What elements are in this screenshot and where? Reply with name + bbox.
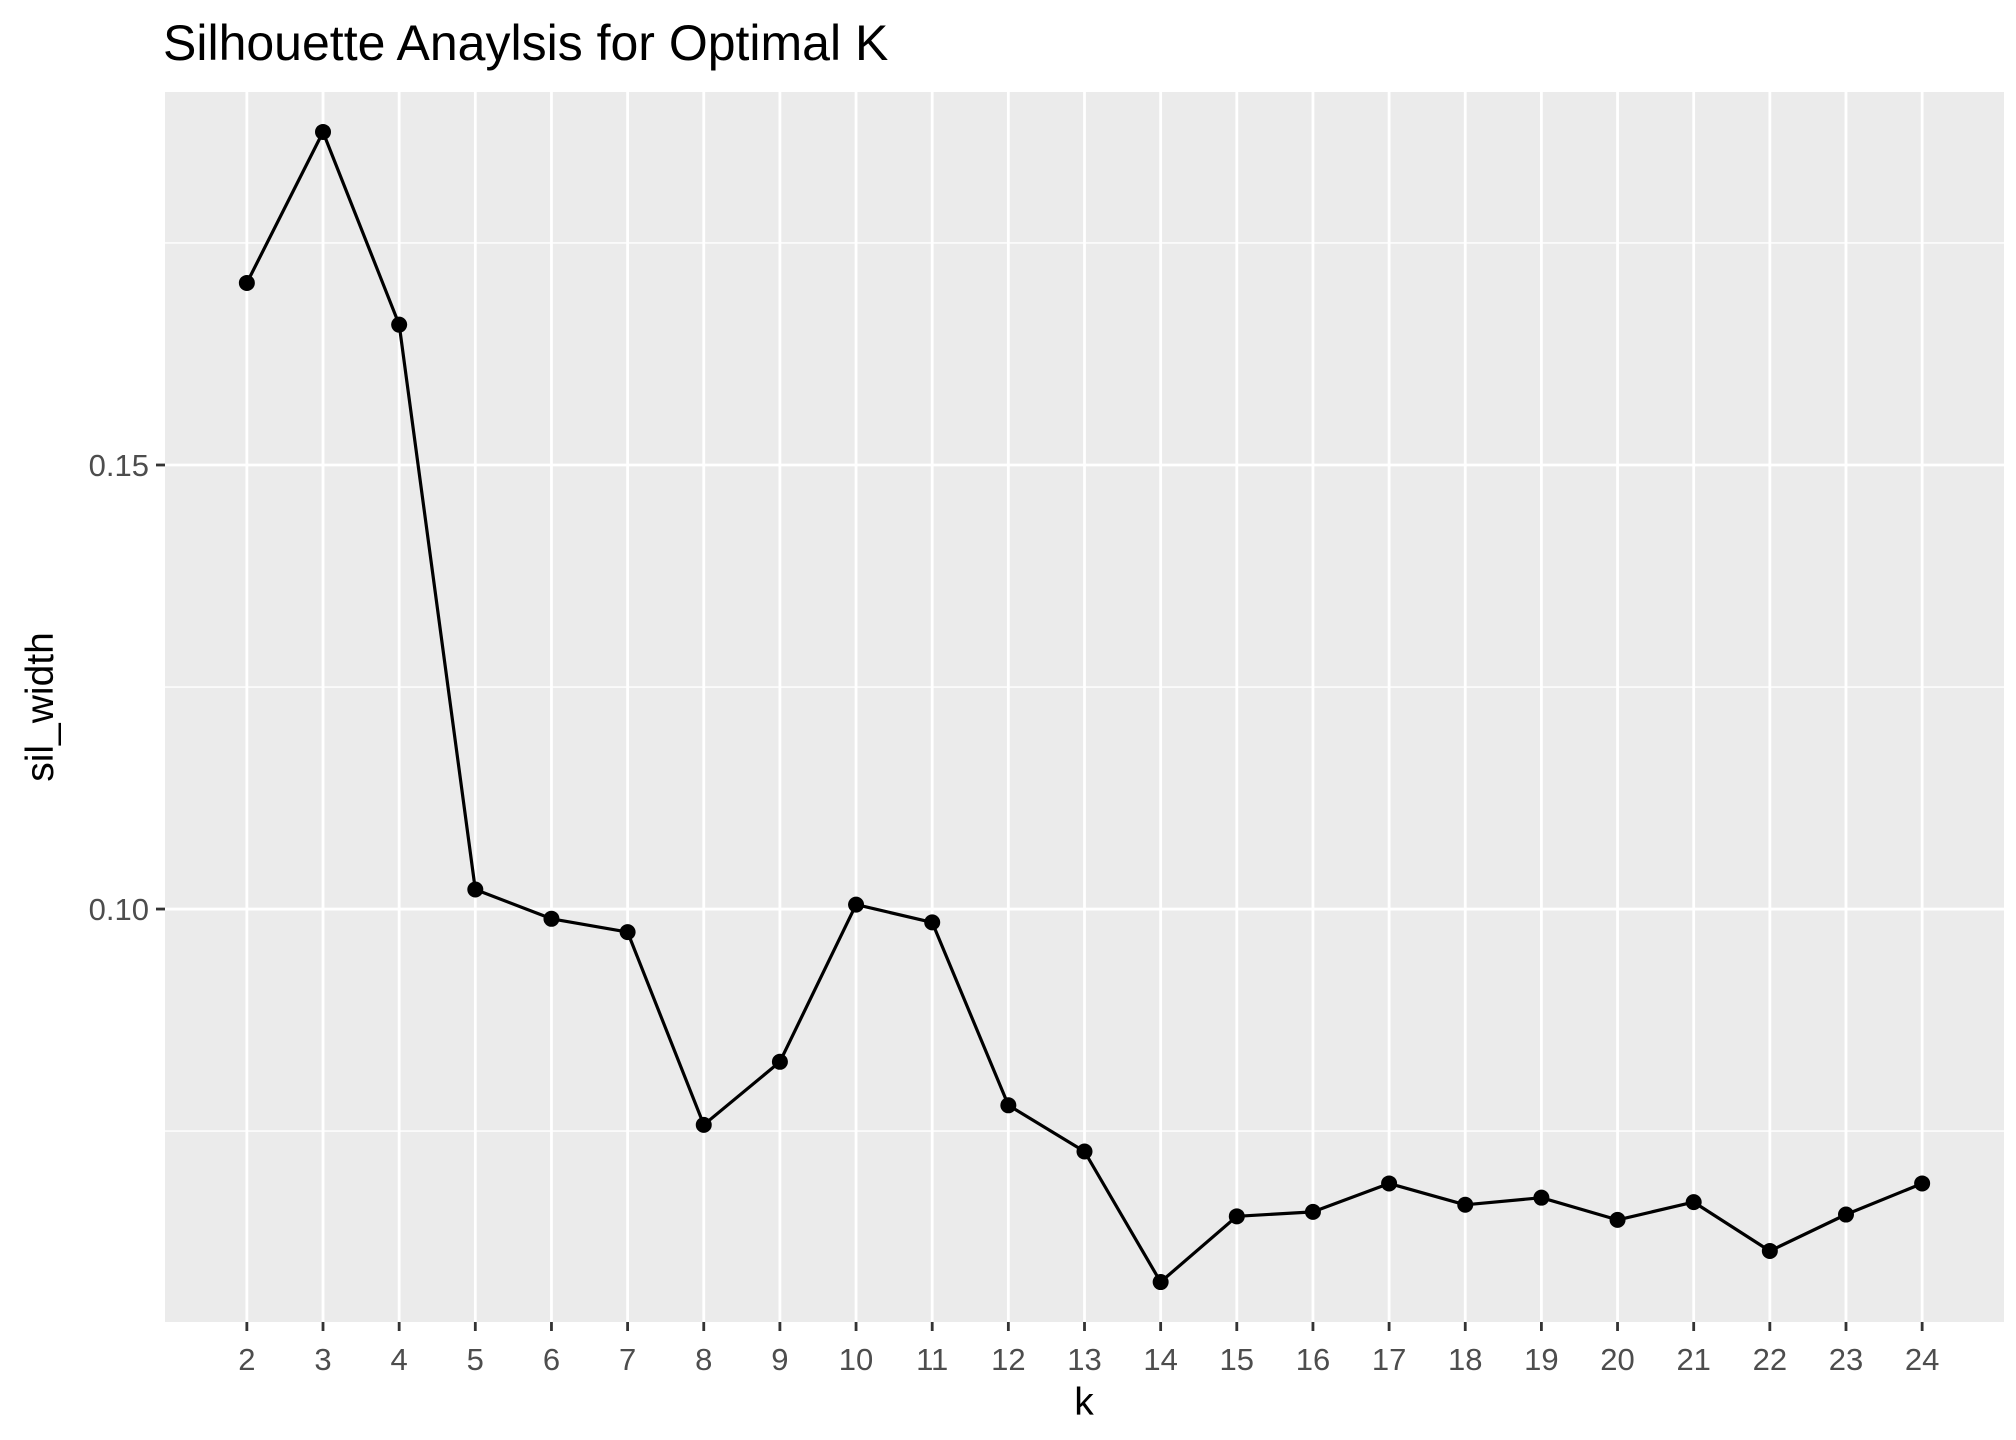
data-point xyxy=(1152,1274,1169,1291)
chart-title: Silhouette Anaylsis for Optimal K xyxy=(163,15,889,71)
data-point xyxy=(1761,1242,1778,1259)
x-tick-label: 24 xyxy=(1905,1342,1939,1377)
x-tick-label: 14 xyxy=(1143,1342,1177,1377)
data-point xyxy=(771,1053,788,1070)
data-point xyxy=(238,274,255,291)
data-point xyxy=(1228,1208,1245,1225)
major-vertical-gridlines xyxy=(245,92,1924,1322)
x-tick-label: 8 xyxy=(695,1342,712,1377)
y-tick-label: 0.15 xyxy=(89,448,149,483)
data-point xyxy=(1914,1175,1931,1192)
data-point xyxy=(1837,1206,1854,1223)
x-tick-label: 18 xyxy=(1448,1342,1482,1377)
x-tick-label: 23 xyxy=(1829,1342,1863,1377)
x-tick-label: 4 xyxy=(391,1342,408,1377)
data-point xyxy=(543,910,560,927)
y-axis-label: sil_width xyxy=(19,632,62,782)
x-tick-label: 21 xyxy=(1676,1342,1710,1377)
x-tick-label: 19 xyxy=(1524,1342,1558,1377)
series-sil-width xyxy=(238,123,1931,1291)
data-point xyxy=(619,924,636,941)
data-point xyxy=(315,123,332,140)
x-tick-label: 7 xyxy=(619,1342,636,1377)
data-point xyxy=(1381,1175,1398,1192)
x-tick-label: 15 xyxy=(1220,1342,1254,1377)
axis-ticks xyxy=(156,463,1924,1331)
x-tick-label: 16 xyxy=(1296,1342,1330,1377)
x-tick-label: 12 xyxy=(991,1342,1025,1377)
data-point xyxy=(1304,1203,1321,1220)
x-tick-label: 5 xyxy=(467,1342,484,1377)
x-axis-label: k xyxy=(1074,1381,1094,1424)
x-tick-label: 6 xyxy=(543,1342,560,1377)
data-point xyxy=(1609,1211,1626,1228)
data-point xyxy=(391,316,408,333)
data-point xyxy=(848,896,865,913)
y-tick-label: 0.10 xyxy=(89,892,149,927)
x-tick-label: 13 xyxy=(1067,1342,1101,1377)
data-point xyxy=(695,1116,712,1133)
x-tick-label: 10 xyxy=(839,1342,873,1377)
x-tick-label: 2 xyxy=(238,1342,255,1377)
x-tick-label: 11 xyxy=(916,1342,948,1377)
x-tick-label: 22 xyxy=(1753,1342,1787,1377)
major-horizontal-gridlines xyxy=(165,463,2004,911)
x-tick-label: 9 xyxy=(771,1342,788,1377)
data-point xyxy=(1076,1143,1093,1160)
y-tick-labels: 0.10 0.15 xyxy=(89,448,149,927)
x-tick-labels: 2 3 4 5 6 7 8 9 10 11 12 13 14 15 16 17 18 19 20 21 22 23 24 xyxy=(238,1342,1939,1377)
x-tick-label: 17 xyxy=(1372,1342,1406,1377)
data-point xyxy=(1000,1097,1017,1114)
data-point xyxy=(924,914,941,931)
x-tick-label: 3 xyxy=(314,1342,331,1377)
x-tick-label: 20 xyxy=(1600,1342,1634,1377)
data-point xyxy=(467,881,484,898)
data-point xyxy=(1685,1194,1702,1211)
data-point xyxy=(1457,1196,1474,1213)
data-point xyxy=(1533,1189,1550,1206)
